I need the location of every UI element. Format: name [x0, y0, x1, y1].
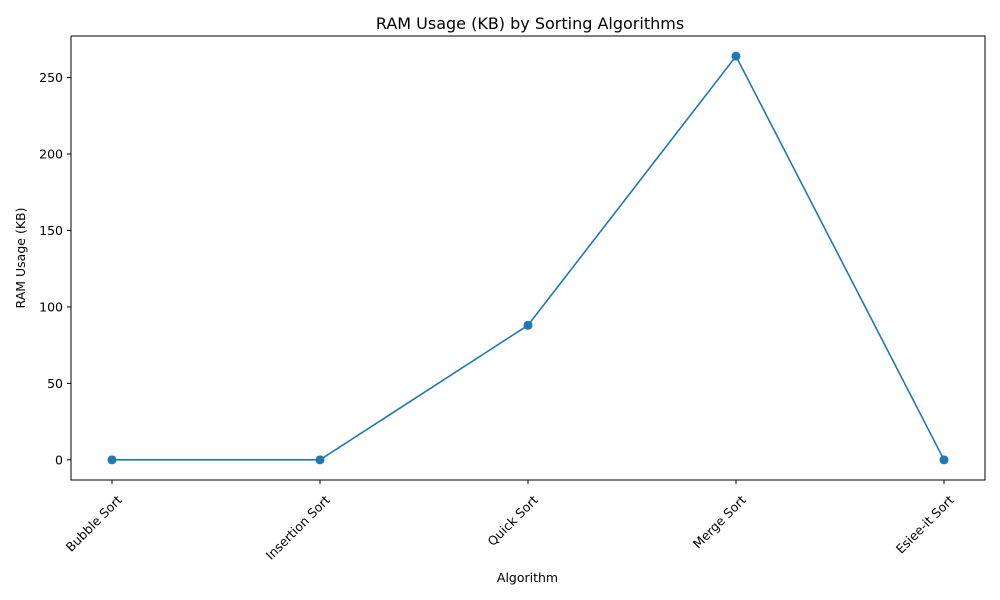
x-tick-label: Insertion Sort	[263, 492, 333, 562]
data-point	[523, 320, 533, 330]
x-tick-label: Merge Sort	[690, 492, 749, 551]
data-point	[315, 455, 325, 465]
plot-frame	[70, 35, 986, 481]
y-tick-label: 0	[55, 452, 63, 467]
y-axis: 0 50 100 150 200 250	[39, 70, 71, 467]
y-tick-label: 50	[47, 376, 63, 391]
x-axis-label: Algorithm	[497, 570, 558, 585]
x-tick-label: Esiee-it Sort	[893, 492, 957, 556]
x-tick-label: Quick Sort	[484, 492, 541, 549]
y-tick-label: 250	[39, 70, 63, 85]
data-point	[731, 51, 741, 61]
chart-title: RAM Usage (KB) by Sorting Algorithms	[376, 14, 684, 33]
x-axis: Bubble Sort Insertion Sort Quick Sort Merge…	[63, 480, 957, 563]
data-point	[939, 455, 949, 465]
y-tick-label: 100	[39, 299, 63, 314]
plot-area	[70, 35, 986, 481]
y-tick-label: 200	[39, 147, 63, 162]
y-axis-label: RAM Usage (KB)	[13, 208, 28, 309]
series-line	[112, 55, 945, 461]
y-tick-label: 150	[39, 223, 63, 238]
x-tick-label: Bubble Sort	[63, 492, 125, 554]
data-point	[107, 455, 117, 465]
